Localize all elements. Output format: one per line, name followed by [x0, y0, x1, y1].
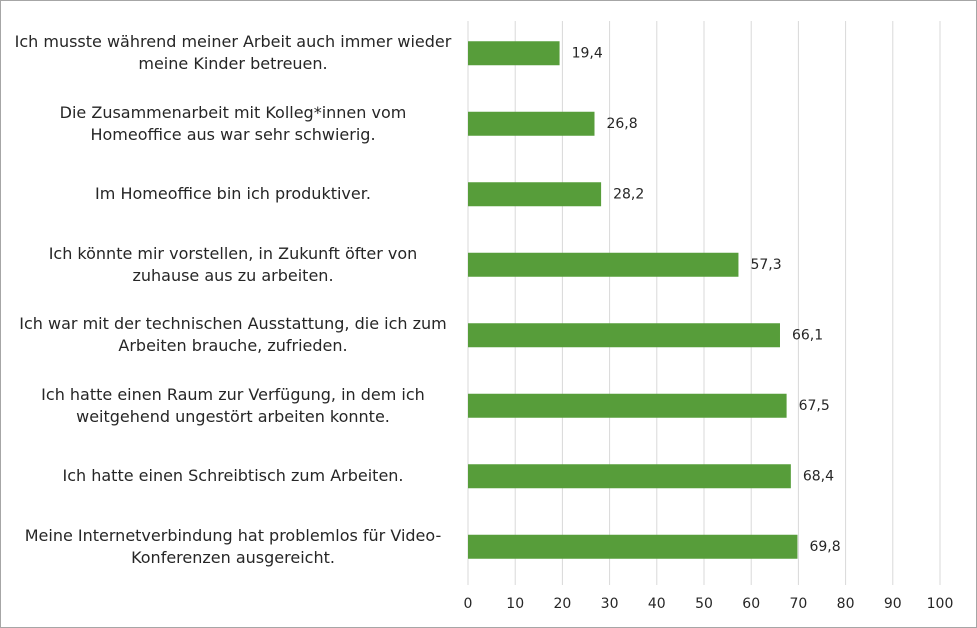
x-tick-label: 80	[837, 596, 855, 612]
x-tick-label: 10	[506, 596, 524, 612]
bar	[468, 182, 602, 207]
category-label: Ich hatte einen Raum zur Verfügung, in d…	[41, 384, 425, 426]
value-label: 57,3	[750, 257, 781, 273]
x-tick-label: 100	[927, 596, 954, 612]
category-label: Im Homeoffice bin ich produktiver.	[95, 184, 371, 204]
bar	[468, 393, 787, 418]
bar	[468, 464, 791, 489]
category-label: Meine Internetverbindung hat problemlos …	[24, 525, 442, 567]
value-label: 69,8	[809, 539, 840, 555]
value-label: 66,1	[792, 327, 823, 343]
x-tick-label: 70	[789, 596, 807, 612]
value-label: 19,4	[572, 45, 603, 61]
x-tick-label: 90	[884, 596, 902, 612]
bar	[468, 252, 739, 277]
bar	[468, 111, 595, 136]
category-label: Ich hatte einen Schreibtisch zum Arbeite…	[62, 466, 404, 486]
x-tick-label: 40	[648, 596, 666, 612]
x-tick-label: 50	[695, 596, 713, 612]
category-label: Die Zusammenarbeit mit Kolleg*innen vom …	[59, 102, 407, 144]
bar	[468, 534, 798, 559]
category-label: Ich könnte mir vorstellen, in Zukunft öf…	[48, 243, 418, 285]
x-tick-label: 0	[464, 596, 473, 612]
bar	[468, 41, 560, 66]
category-label: Ich musste während meiner Arbeit auch im…	[14, 32, 452, 74]
x-tick-label: 30	[601, 596, 619, 612]
value-label: 26,8	[606, 116, 637, 132]
value-label: 67,5	[799, 398, 830, 414]
x-tick-label: 60	[742, 596, 760, 612]
x-tick-label: 20	[553, 596, 571, 612]
value-label: 28,2	[613, 186, 644, 202]
category-label: Ich war mit der technischen Ausstattung,…	[19, 314, 447, 356]
value-label: 68,4	[803, 468, 834, 484]
bar	[468, 323, 780, 348]
